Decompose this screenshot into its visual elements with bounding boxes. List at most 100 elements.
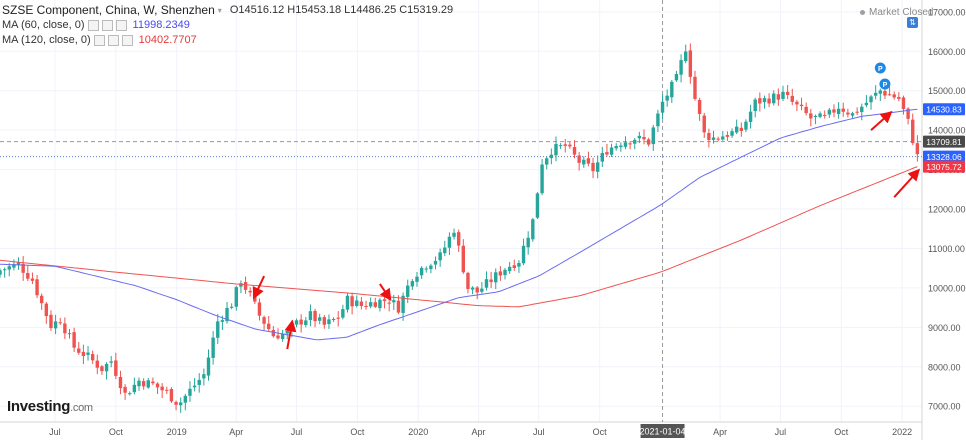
close-icon[interactable] (121, 35, 133, 46)
symbol-title[interactable]: SZSE Component, China, W, Shenzhen (2, 3, 215, 17)
x-tick-label: Oct (593, 427, 608, 437)
candle-down (151, 381, 155, 384)
candle-up (368, 302, 373, 307)
candle-down (739, 127, 744, 131)
price-tag (923, 103, 965, 116)
candle-up (206, 357, 211, 376)
candle-up (813, 115, 818, 118)
candle-up (637, 135, 642, 139)
candle-down (58, 322, 62, 324)
candle-up (7, 266, 11, 270)
ma120-label[interactable]: MA (120, close, 0) (2, 34, 91, 46)
chevron-down-icon[interactable]: ▾ (217, 6, 222, 15)
event-marker-label: P (878, 66, 883, 73)
x-tick-label: Oct (350, 427, 365, 437)
candle-down (90, 354, 95, 361)
candle-down (364, 305, 368, 307)
y-tick-label: 16000.00 (928, 47, 966, 57)
settings-icon[interactable] (107, 35, 119, 46)
event-marker-icon[interactable] (874, 62, 886, 74)
candle-up (535, 193, 540, 218)
candle-down (461, 245, 466, 273)
eye-icon[interactable] (87, 20, 99, 31)
candle-up (16, 262, 21, 266)
candle-down (396, 300, 401, 313)
annotation-arrow (870, 110, 893, 131)
candle-up (665, 95, 669, 101)
candle-down (382, 299, 387, 302)
candle-up (211, 337, 215, 358)
candle-down (49, 314, 53, 329)
scale-settings-icon[interactable]: ⇅ (907, 17, 918, 28)
candle-down (81, 351, 86, 356)
candle-up (438, 252, 442, 261)
candle-up (748, 111, 753, 122)
candle-down (568, 144, 572, 147)
candle-up (651, 127, 655, 145)
annotation-arrow (252, 275, 265, 300)
candle-up (684, 51, 688, 62)
investing-logo: Investing.com (7, 398, 93, 415)
annotation-arrow (893, 168, 921, 198)
ma60-label[interactable]: MA (60, close, 0) (2, 19, 85, 31)
candle-up (192, 385, 197, 388)
eye-icon[interactable] (93, 35, 105, 46)
candle-down (35, 279, 39, 296)
candle-up (549, 154, 554, 159)
candle-up (443, 247, 447, 254)
candle-down (892, 94, 896, 98)
candle-up (202, 374, 206, 379)
market-status: Market Closed (860, 7, 933, 18)
candle-up (836, 108, 841, 115)
candle-up (53, 321, 58, 329)
candle-down (63, 323, 67, 334)
y-tick-label: 11000.00 (928, 244, 965, 254)
candle-up (850, 113, 855, 116)
candle-down (489, 279, 493, 283)
event-marker-label: P (883, 82, 888, 89)
event-marker-icon[interactable] (879, 78, 891, 90)
ma120-line (0, 166, 918, 308)
x-tick-label: Apr (713, 427, 727, 437)
candle-down (809, 113, 813, 119)
ma60-value: 11998.2349 (132, 19, 190, 31)
price-tag (923, 150, 965, 163)
candle-down (21, 263, 25, 273)
ohlc-values: O14516.12 H15453.18 L14486.25 C15319.29 (229, 4, 454, 16)
candle-up (619, 145, 623, 148)
candle-up (183, 395, 188, 403)
settings-icon[interactable] (101, 20, 113, 31)
candle-up (419, 267, 424, 276)
candle-down (336, 317, 340, 319)
candle-down (359, 301, 364, 307)
candle-up (433, 260, 438, 265)
y-tick-label: 7000.00 (928, 402, 961, 412)
close-icon[interactable] (115, 20, 127, 31)
candle-down (276, 335, 280, 339)
candle-up (285, 330, 289, 334)
candle-up (600, 153, 605, 162)
y-tick-label: 15000.00 (928, 86, 966, 96)
candle-up (734, 126, 739, 133)
candle-up (280, 333, 285, 340)
candle-down (118, 376, 123, 389)
candle-down (897, 96, 901, 99)
candle-up (521, 245, 526, 264)
candle-up (873, 92, 878, 96)
candle-down (72, 332, 76, 348)
candle-up (470, 287, 475, 290)
candle-up (137, 380, 141, 387)
candle-up (239, 283, 243, 287)
y-tick-label: 17000.00 (928, 7, 966, 17)
candle-down (257, 302, 262, 316)
x-tick-label: 2022 (892, 427, 912, 437)
ma60-line (0, 108, 918, 341)
candle-down (248, 290, 252, 293)
candle-down (795, 101, 799, 105)
candle-down (646, 139, 651, 145)
status-dot-icon (860, 9, 865, 15)
ma120-value: 10402.7707 (138, 34, 197, 46)
candle-up (762, 98, 767, 103)
candle-up (2, 269, 7, 271)
